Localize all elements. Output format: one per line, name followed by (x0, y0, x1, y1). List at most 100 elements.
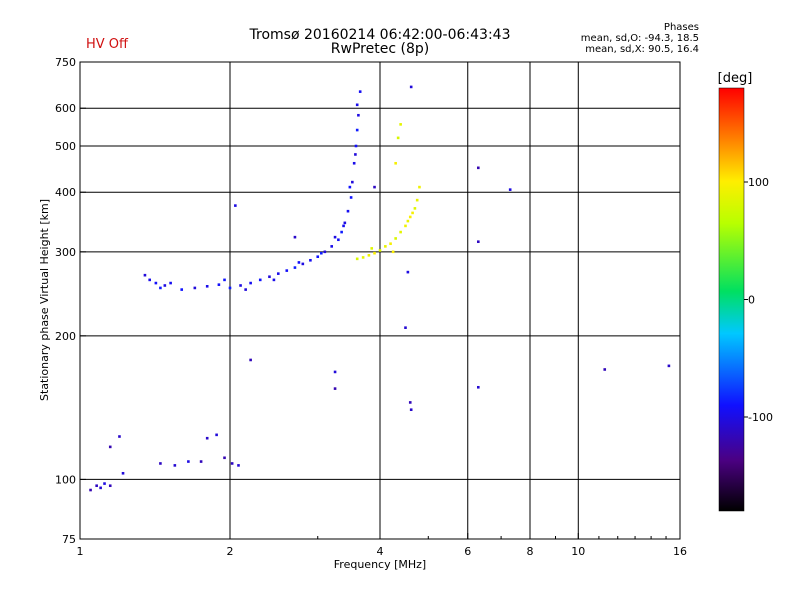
data-point (373, 251, 376, 255)
data-point (352, 161, 356, 165)
data-point (409, 408, 413, 412)
data-point (404, 326, 407, 329)
colorbar-label: [deg] (718, 71, 753, 86)
data-point (118, 435, 121, 438)
data-point (667, 364, 671, 368)
data-point (340, 230, 343, 234)
x-tick-label: 10 (571, 545, 585, 558)
data-point (154, 281, 158, 285)
phase-o-stats: mean, sd,O: -94.3, 18.5 (580, 33, 699, 44)
data-point (404, 224, 407, 228)
data-point (309, 258, 312, 262)
data-point (249, 281, 252, 285)
data-point (394, 237, 397, 240)
data-point (297, 261, 301, 264)
data-point (415, 198, 419, 202)
data-point (348, 185, 352, 189)
data-point (323, 250, 327, 254)
colorbar-tick-label: 100 (748, 176, 769, 189)
data-point (217, 283, 221, 286)
data-point (143, 273, 147, 277)
data-point (378, 249, 382, 252)
data-point (223, 456, 226, 460)
colorbar (718, 87, 745, 512)
data-point (399, 230, 402, 234)
data-point (357, 113, 360, 117)
data-point (239, 284, 242, 287)
data-point (333, 387, 337, 390)
data-point (293, 266, 297, 269)
y-tick-label: 750 (55, 56, 76, 69)
data-point (411, 211, 414, 215)
x-axis-label: Frequency [MHz] (334, 558, 426, 571)
data-point (108, 484, 112, 488)
data-point (603, 368, 607, 371)
data-point (389, 242, 392, 245)
phase-title: Phases (663, 22, 699, 33)
data-point (187, 460, 190, 463)
data-point (148, 278, 152, 282)
data-point (355, 257, 359, 261)
y-tick-label: 600 (55, 102, 76, 115)
y-tick-label: 200 (55, 330, 76, 343)
series-0 (143, 90, 362, 291)
series-1 (355, 123, 421, 261)
data-point (99, 486, 102, 490)
data-point (276, 272, 280, 275)
data-point (228, 286, 232, 290)
hv-status: HV Off (86, 37, 128, 52)
data-point (408, 401, 412, 404)
data-point (367, 253, 371, 257)
data-point (330, 245, 334, 248)
data-point (333, 235, 337, 239)
data-point (237, 464, 240, 467)
data-point (354, 153, 357, 156)
data-point (413, 207, 417, 210)
data-point (95, 484, 98, 488)
colorbar-tick-label: 0 (748, 294, 755, 307)
data-point (103, 482, 106, 485)
data-point (205, 436, 209, 440)
data-point (333, 370, 337, 374)
data-point (349, 196, 353, 199)
data-point (355, 103, 359, 107)
data-point (223, 278, 226, 282)
axis-ticks-layer: 1 2 4 6 8 10 16 75 100 200 300 400 500 600 750 (55, 56, 687, 558)
data-point (205, 284, 209, 288)
data-point (355, 128, 359, 132)
data-point (268, 275, 271, 279)
data-point (361, 256, 365, 259)
y-tick-label: 300 (55, 246, 76, 259)
data-point (244, 288, 247, 291)
data-point (316, 255, 320, 259)
x-tick-label: 8 (527, 545, 534, 558)
data-point (394, 161, 397, 165)
data-point (285, 269, 289, 272)
y-tick-label: 400 (55, 186, 76, 199)
colorbar-ticks: 100 0 -100 (744, 176, 773, 424)
data-point (199, 460, 203, 463)
data-point (121, 471, 125, 475)
data-point (477, 166, 480, 170)
data-point (234, 204, 237, 207)
data-point (293, 235, 297, 239)
data-point (301, 262, 305, 266)
data-point (173, 464, 177, 467)
x-tick-label: 6 (464, 545, 471, 558)
chart-title-line1: Tromsø 20160214 06:42:00-06:43:43 (249, 27, 511, 43)
data-point (159, 286, 162, 290)
x-tick-label: 4 (377, 545, 384, 558)
data-point (180, 288, 184, 291)
data-point (409, 85, 413, 89)
data-point (406, 270, 410, 274)
data-point (399, 123, 402, 126)
data-point (89, 488, 92, 492)
data-points-layer (89, 85, 671, 492)
data-point (384, 245, 387, 248)
data-point (406, 219, 410, 223)
data-point (272, 278, 276, 282)
data-point (370, 247, 374, 250)
x-tick-label: 1 (77, 545, 84, 558)
data-point (408, 215, 412, 219)
